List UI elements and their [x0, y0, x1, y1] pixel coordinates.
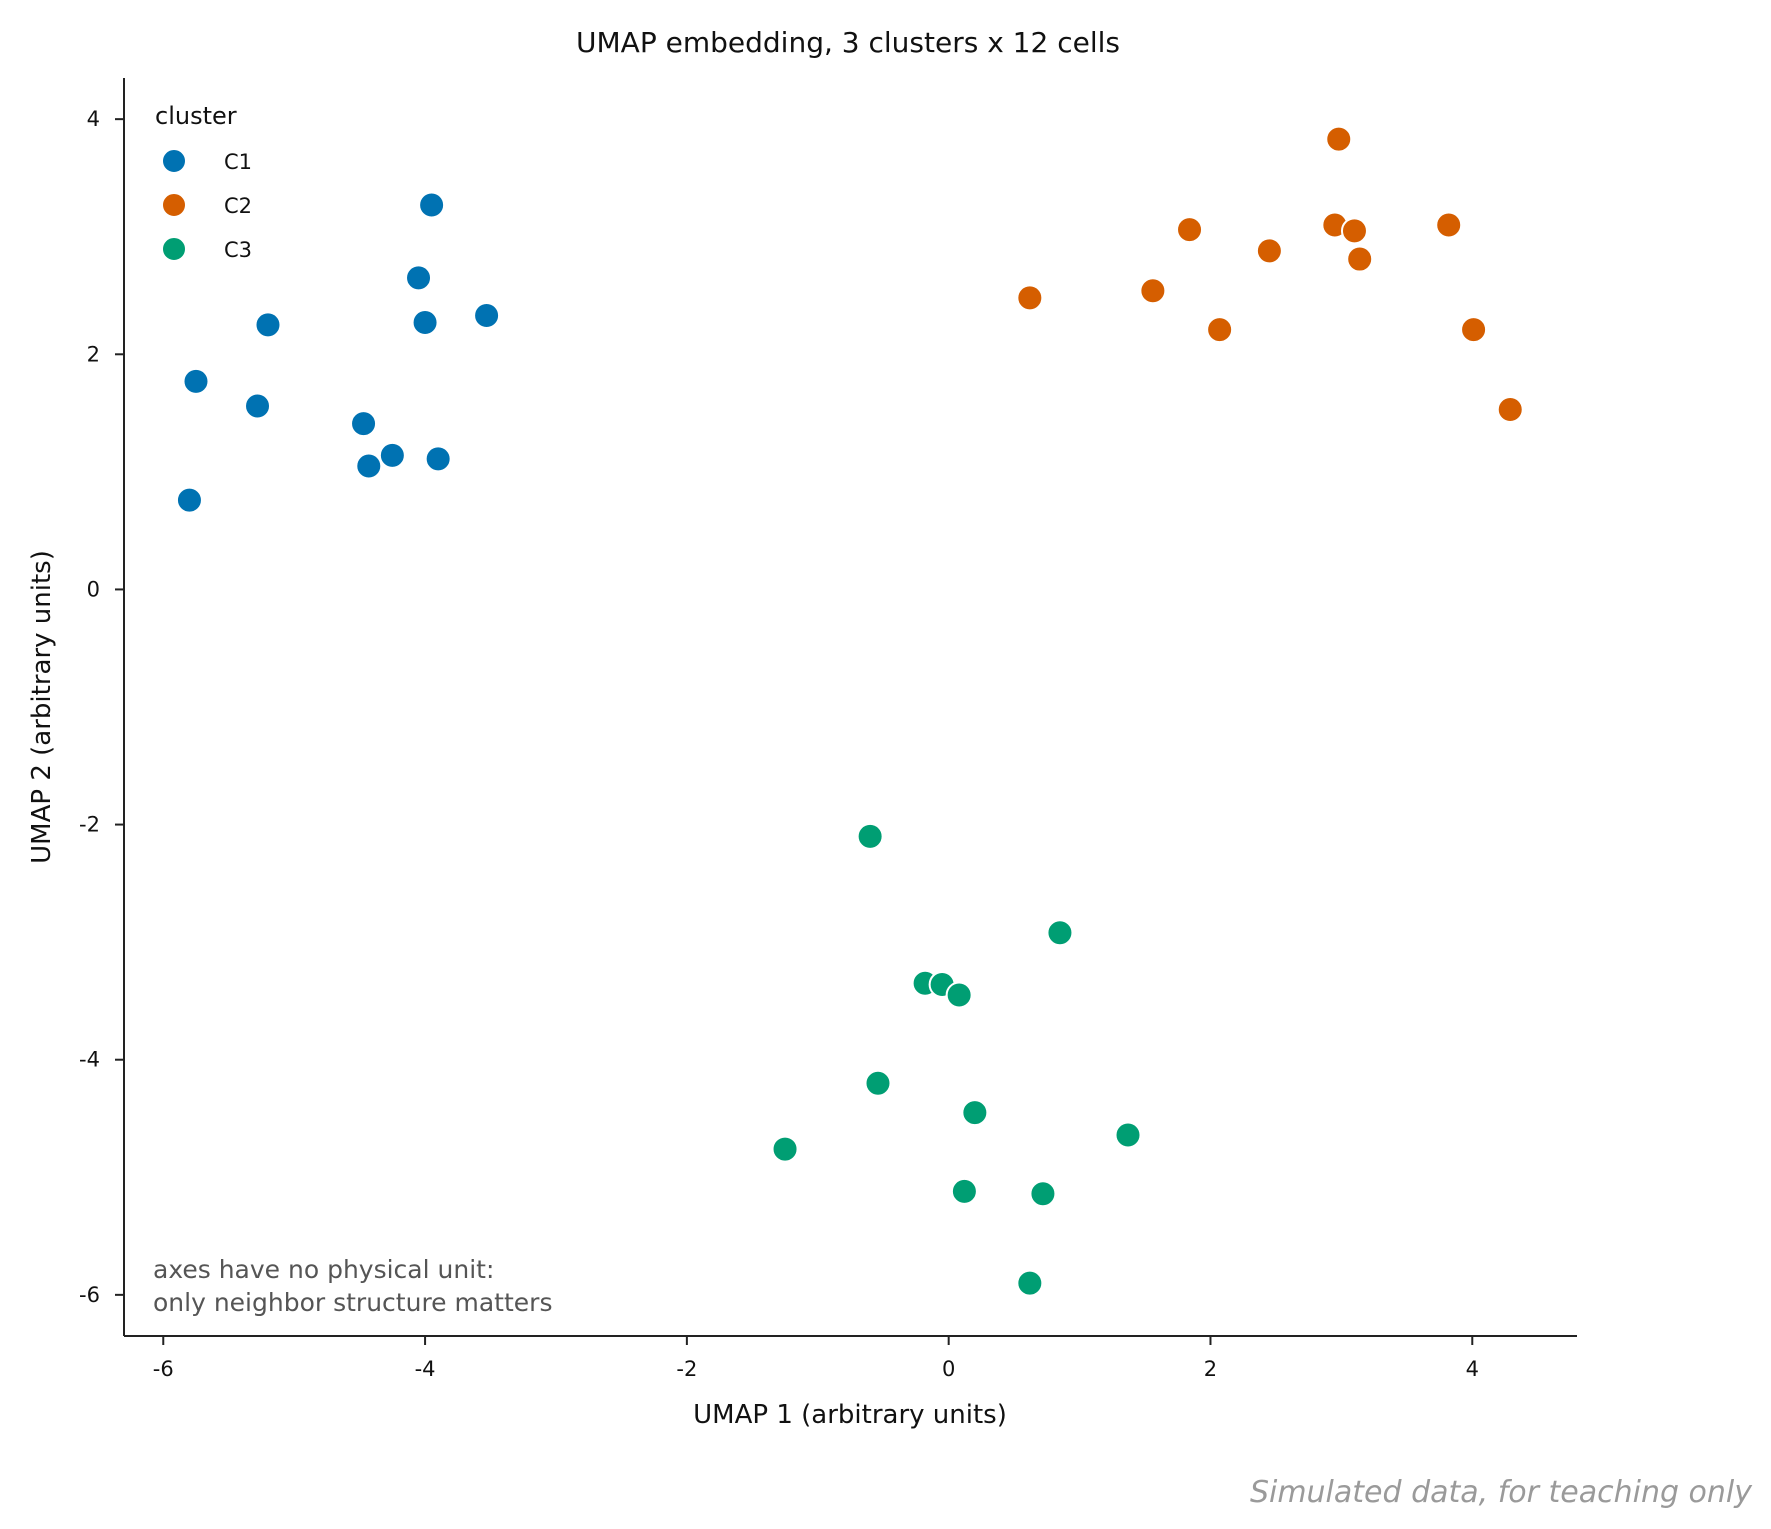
data-point-c1 [405, 264, 433, 292]
legend-label-c3: C3 [224, 238, 252, 262]
legend-marker-c2 [161, 192, 187, 218]
legend-marker-c1 [161, 148, 187, 174]
data-point-c3 [856, 822, 884, 850]
annotation-line-2: only neighbor structure matters [153, 1288, 552, 1317]
data-point-c2 [1176, 216, 1204, 244]
annotation-line-1: axes have no physical unit: [153, 1255, 494, 1284]
chart-title: UMAP embedding, 3 clusters x 12 cells [576, 26, 1120, 59]
y-axis-ticks: -6 -4 -2 0 2 4 [79, 107, 124, 1307]
y-tick-label: -6 [79, 1283, 100, 1307]
data-point-c2 [1496, 396, 1524, 424]
legend-items: C1 C2 C3 [161, 148, 252, 262]
data-point-c2 [1346, 245, 1374, 273]
data-point-c2 [1340, 217, 1368, 245]
data-point-c1 [182, 367, 210, 395]
data-point-c3 [950, 1177, 978, 1205]
data-point-c3 [1016, 1269, 1044, 1297]
data-point-c3 [1114, 1121, 1142, 1149]
y-tick-label: 2 [87, 342, 100, 366]
x-tick-label: 0 [942, 1357, 955, 1381]
plot-area: -6 -4 -2 0 2 4 -6 -4 -2 0 2 4 [79, 78, 1577, 1381]
y-tick-label: -2 [79, 813, 100, 837]
y-tick-label: -4 [79, 1048, 100, 1072]
data-point-c3 [1046, 919, 1074, 947]
x-tick-label: 4 [1466, 1357, 1479, 1381]
data-point-c2 [1435, 211, 1463, 239]
data-point-c1 [254, 311, 282, 339]
x-axis-ticks: -6 -4 -2 0 2 4 [153, 1336, 1479, 1381]
data-point-c2 [1016, 284, 1044, 312]
data-point-c1 [473, 301, 501, 329]
data-point-c2 [1325, 125, 1353, 153]
x-tick-label: -2 [676, 1357, 697, 1381]
data-point-c1 [378, 441, 406, 469]
footer-note: Simulated data, for teaching only [1250, 1475, 1753, 1510]
data-point-c1 [418, 191, 446, 219]
legend-marker-c3 [161, 236, 187, 262]
x-tick-label: -4 [415, 1357, 436, 1381]
data-point-c1 [424, 445, 452, 473]
data-point-c2 [1255, 237, 1283, 265]
scatter-points [175, 125, 1524, 1297]
x-tick-label: 2 [1204, 1357, 1217, 1381]
y-tick-label: 0 [87, 577, 100, 601]
y-axis-label: UMAP 2 (arbitrary units) [27, 550, 57, 864]
legend: cluster C1 C2 C3 [155, 102, 252, 262]
data-point-c3 [864, 1069, 892, 1097]
data-point-c1 [411, 309, 439, 337]
legend-label-c1: C1 [224, 150, 252, 174]
x-tick-label: -6 [153, 1357, 174, 1381]
legend-label-c2: C2 [224, 194, 252, 218]
data-point-c2 [1460, 316, 1488, 344]
data-point-c1 [355, 452, 383, 480]
y-tick-label: 4 [87, 107, 100, 131]
data-point-c3 [961, 1099, 989, 1127]
data-point-c2 [1139, 277, 1167, 305]
data-point-c3 [771, 1135, 799, 1163]
data-point-c1 [350, 410, 378, 438]
x-axis-label: UMAP 1 (arbitrary units) [693, 1400, 1007, 1430]
data-point-c3 [1029, 1180, 1057, 1208]
data-point-c1 [175, 486, 203, 514]
data-point-c2 [1206, 316, 1234, 344]
data-point-c1 [244, 392, 272, 420]
legend-title: cluster [155, 102, 237, 130]
data-point-c3 [945, 981, 973, 1009]
